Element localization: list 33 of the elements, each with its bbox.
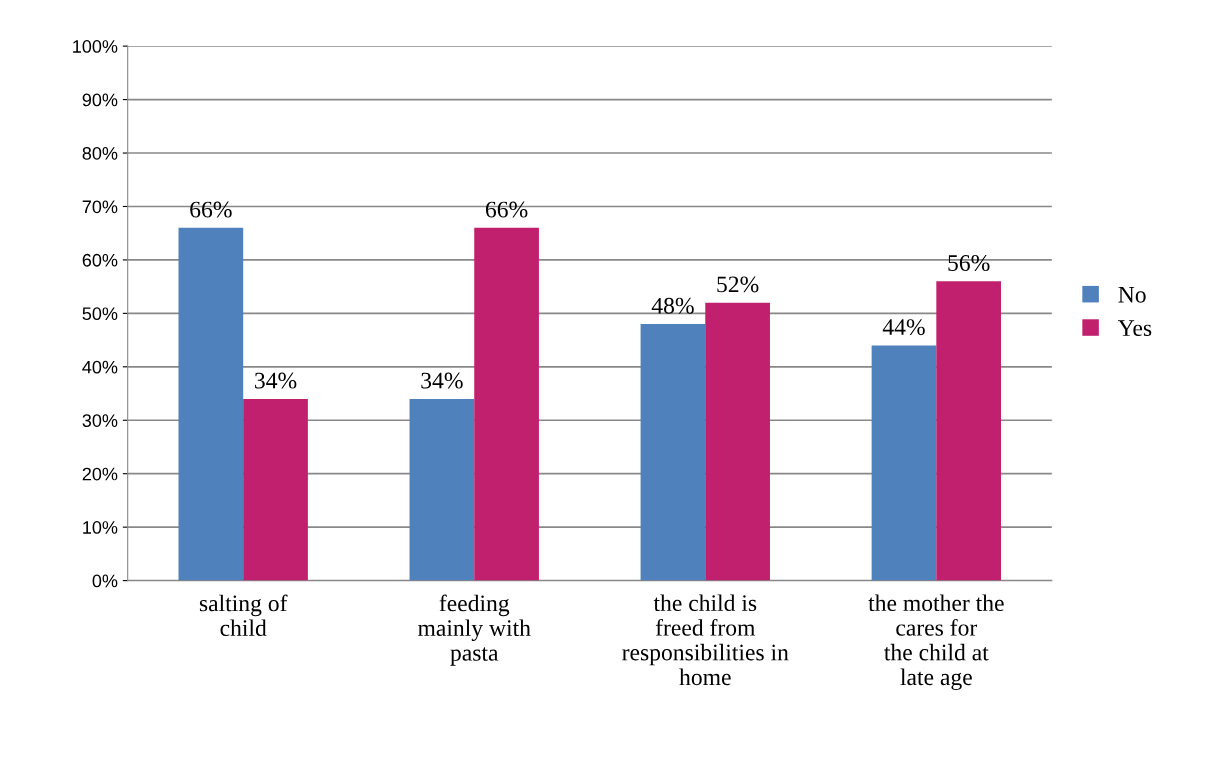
data-label: 66% (485, 201, 528, 218)
y-tick-label: 10% (83, 521, 118, 534)
y-tick-label: 100% (73, 40, 118, 53)
y-tick-label: 60% (82, 253, 118, 267)
y-tick-label: 70% (82, 200, 118, 214)
bar (243, 398, 308, 581)
legend-label: Yes (1118, 320, 1152, 337)
data-label: 48% (651, 297, 694, 314)
bar (640, 324, 706, 581)
data-label: 52% (717, 276, 759, 293)
y-tick-label: 20% (82, 467, 118, 481)
x-tick-label: the mother the cares for the child at late age (868, 594, 1004, 691)
y-tick-label: 90% (82, 93, 118, 107)
data-label: 34% (255, 372, 297, 389)
data-label: 56% (948, 255, 990, 272)
x-tick-label: feeding mainly with pasta (418, 594, 531, 666)
bar (871, 345, 937, 581)
y-tick-label: 30% (82, 414, 118, 427)
bar (936, 281, 1002, 581)
bar (474, 227, 539, 581)
x-tick-label: the child is freed from responsibilities in home (622, 594, 789, 686)
legend-label: No (1118, 286, 1146, 303)
x-tick-label: salting of child (199, 594, 288, 637)
y-tick-label: 0% (92, 574, 118, 588)
bar (178, 227, 244, 581)
y-tick-label: 80% (82, 146, 118, 160)
data-label: 66% (190, 201, 232, 218)
bar (409, 398, 475, 581)
y-tick-label: 40% (82, 360, 118, 374)
bar (705, 302, 770, 581)
y-tick-label: 50% (82, 307, 118, 321)
data-label: 44% (882, 319, 925, 336)
data-label: 34% (421, 372, 463, 389)
